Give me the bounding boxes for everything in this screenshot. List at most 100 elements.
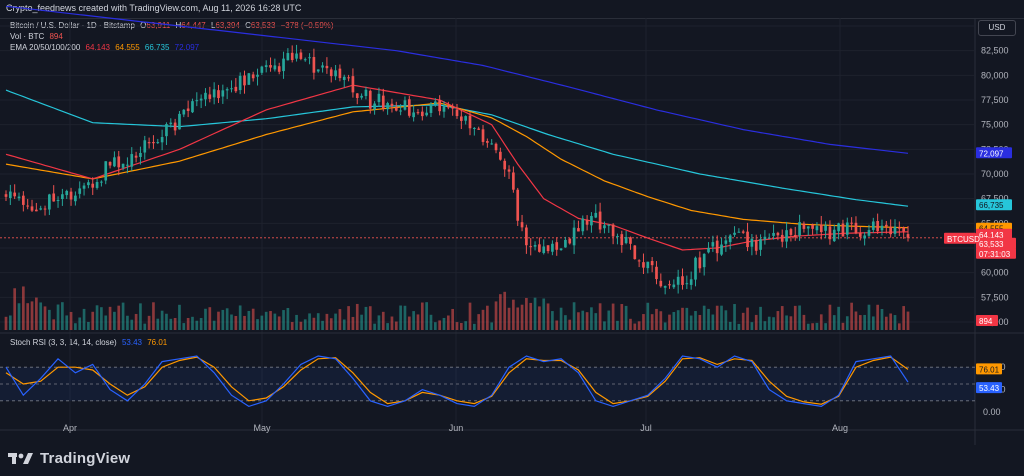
tradingview-logo-text: TradingView [40, 449, 131, 467]
volume-bar [355, 303, 359, 330]
candle-body [815, 226, 819, 231]
candle-body [871, 221, 875, 230]
volume-bar [884, 316, 888, 330]
stoch-axis-tick-label: 0.00 [983, 407, 1001, 417]
candle-body [546, 245, 550, 252]
volume-bar [95, 305, 99, 330]
candle-body [459, 116, 463, 121]
volume-bar [182, 323, 186, 330]
volume-bar [451, 308, 455, 330]
candle-body [780, 234, 784, 242]
volume-bar [221, 309, 225, 330]
candle-body [22, 195, 25, 205]
candle-body [533, 245, 537, 247]
candle-body [746, 231, 749, 248]
volume-bar [208, 307, 212, 330]
legend-volume-row: Vol · BTC 894 [10, 32, 63, 41]
candle-body [624, 237, 628, 244]
candle-body [117, 156, 121, 168]
candle-body [186, 108, 190, 111]
candle-body [199, 98, 203, 101]
volume-bar [204, 308, 207, 330]
volume-bar [863, 314, 866, 330]
volume-bar [724, 310, 728, 330]
volume-bar [425, 302, 428, 330]
candle-body [277, 66, 281, 72]
candle-body [134, 155, 138, 158]
volume-bar [555, 320, 559, 330]
candle-body [442, 106, 446, 112]
volume-bar [780, 306, 784, 330]
candle-body [204, 92, 207, 100]
candle-body [360, 95, 363, 98]
candle-body [412, 112, 415, 118]
volume-bar [499, 294, 502, 330]
volume-bar [494, 301, 498, 330]
volume-bar [633, 323, 637, 330]
candle-body [707, 247, 710, 253]
candle-body [893, 226, 897, 234]
candle-body [451, 106, 455, 109]
candle-body [156, 142, 160, 144]
candle-body [355, 93, 359, 99]
candle-body [182, 109, 186, 115]
tradingview-logo[interactable]: TradingView [8, 447, 130, 469]
candle-body [299, 52, 303, 59]
volume-bar [694, 311, 697, 330]
volume-bar [473, 323, 476, 330]
volume-bar [399, 305, 402, 330]
candle-body [789, 229, 793, 235]
volume-bar [230, 314, 233, 330]
currency-button[interactable]: USD [978, 20, 1016, 36]
legend-high: 64,447 [181, 21, 206, 30]
candle-body [551, 243, 554, 252]
candle-body [616, 236, 619, 238]
volume-bar [841, 322, 845, 330]
candle-body [564, 239, 567, 248]
volume-bar [130, 319, 134, 330]
volume-bar [433, 322, 437, 330]
volume-bar [446, 315, 450, 330]
candle-body [611, 224, 615, 237]
candle-body [113, 157, 116, 167]
candle-body [754, 240, 758, 251]
x-axis-tick-label: Jul [640, 423, 652, 433]
candle-body [217, 90, 220, 99]
volume-bar [650, 314, 654, 330]
volume-bar [420, 302, 424, 330]
candle-body [282, 58, 285, 72]
candle-body [802, 223, 806, 229]
volume-bar [637, 321, 641, 330]
candle-body [880, 225, 884, 231]
volume-bar [715, 305, 719, 330]
candle-body [399, 110, 402, 112]
candle-body [69, 191, 73, 200]
x-axis: Apr May Jun Jul Aug [63, 423, 848, 433]
x-axis-tick-label: Aug [832, 423, 848, 433]
candle-body [785, 230, 788, 242]
y-axis-tick-label: 57,500 [981, 292, 1009, 302]
candle-body [295, 53, 298, 59]
candle-body [889, 226, 892, 235]
candle-body [655, 266, 658, 280]
volume-bar [316, 313, 320, 330]
y-axis-tick-label: 65,000 [981, 218, 1009, 228]
candle-body [13, 192, 17, 197]
volume-bar [611, 303, 615, 330]
candle-body [464, 116, 468, 121]
volume-bar [572, 302, 576, 330]
y-axis: 82,500 80,000 77,500 75,000 72,500 70,000 67,5… [981, 46, 1009, 417]
volume-bar [733, 304, 736, 330]
candle-body [4, 194, 8, 197]
volume-bar [8, 315, 12, 330]
label-ema100-bg [976, 199, 1012, 211]
volume-bar [672, 312, 676, 330]
volume-bar [78, 317, 82, 330]
stoch-band [0, 366, 975, 402]
volume-bar [763, 321, 767, 330]
candle-body [377, 93, 381, 103]
candle-body [603, 225, 606, 229]
volume-bar [811, 323, 814, 330]
y-axis-tick-label: 70,000 [981, 169, 1009, 179]
